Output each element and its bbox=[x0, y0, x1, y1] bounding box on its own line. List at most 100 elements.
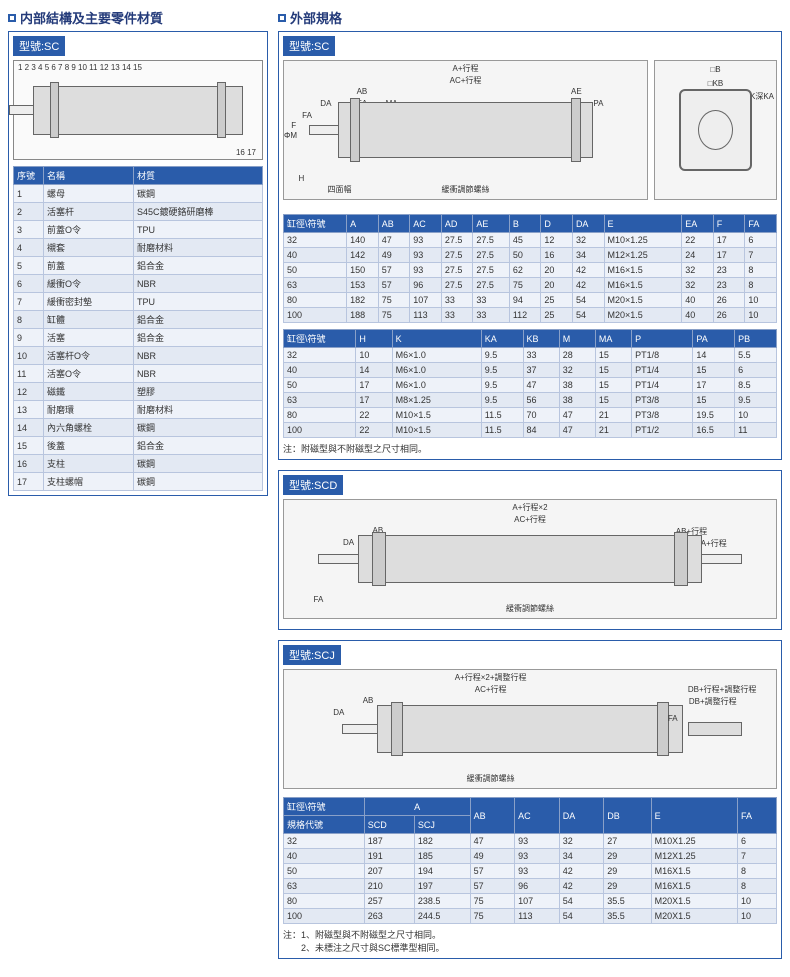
right-title-text: 外部規格 bbox=[290, 8, 342, 27]
parts-th-name: 名稱 bbox=[44, 167, 134, 185]
cell: 107 bbox=[410, 293, 442, 308]
cell: 塑膠 bbox=[134, 383, 263, 401]
cell: 10 bbox=[745, 308, 777, 323]
scd-scj-table: 缸徑\符號AABACDADBEFA規格代號SCDSCJ3218718247933… bbox=[283, 797, 777, 924]
cell: 14 bbox=[693, 348, 735, 363]
cell: 107 bbox=[515, 894, 560, 909]
cell: 11 bbox=[14, 365, 44, 383]
table-row: 40142499327.527.5501634M12×1.2524177 bbox=[284, 248, 777, 263]
cell: 185 bbox=[414, 849, 470, 864]
cell: 32 bbox=[284, 233, 347, 248]
cell: 24 bbox=[682, 248, 714, 263]
cell: 70 bbox=[523, 408, 559, 423]
table-row: 100263244.5751135435.5M20X1.510 bbox=[284, 909, 777, 924]
cell: 210 bbox=[364, 879, 414, 894]
cell: 42 bbox=[559, 879, 604, 894]
cell: 56 bbox=[523, 393, 559, 408]
cell: 15 bbox=[595, 348, 631, 363]
cell: 16 bbox=[14, 455, 44, 473]
table-row: 5020719457934229M16X1.58 bbox=[284, 864, 777, 879]
cell: 263 bbox=[364, 909, 414, 924]
cell: 33 bbox=[523, 348, 559, 363]
cell: 鋁合金 bbox=[134, 329, 263, 347]
table-row: 4019118549933429M12X1.257 bbox=[284, 849, 777, 864]
cell: 207 bbox=[364, 864, 414, 879]
cell: 29 bbox=[604, 864, 651, 879]
cell: 16 bbox=[541, 248, 573, 263]
cell: 耐磨環 bbox=[44, 401, 134, 419]
cell: 內六角螺栓 bbox=[44, 419, 134, 437]
col-header: DA bbox=[559, 798, 604, 834]
cell: 20 bbox=[541, 263, 573, 278]
cell: 75 bbox=[509, 278, 541, 293]
cell: 29 bbox=[604, 849, 651, 864]
cell: 後蓋 bbox=[44, 437, 134, 455]
cell: M16X1.5 bbox=[651, 864, 737, 879]
cell: 57 bbox=[378, 278, 410, 293]
col-header: SCD bbox=[364, 816, 414, 834]
table-row: 5前蓋鋁合金 bbox=[14, 257, 263, 275]
cell: 22 bbox=[356, 423, 392, 438]
cell: 94 bbox=[509, 293, 541, 308]
cell: M20X1.5 bbox=[651, 909, 737, 924]
cell: 9.5 bbox=[735, 393, 777, 408]
cell: 鋁合金 bbox=[134, 311, 263, 329]
cell: 42 bbox=[572, 278, 604, 293]
cell: 96 bbox=[410, 278, 442, 293]
cell: 75 bbox=[470, 909, 515, 924]
cell: 碳鋼 bbox=[134, 473, 263, 491]
note2a: 注：1、附磁型與不附磁型之尺寸相同。 bbox=[283, 928, 777, 941]
cell: 100 bbox=[284, 909, 365, 924]
cell: 17 bbox=[693, 378, 735, 393]
cell: 8 bbox=[14, 311, 44, 329]
cell: 17 bbox=[713, 233, 745, 248]
cell: 45 bbox=[509, 233, 541, 248]
cell: 29 bbox=[604, 879, 651, 894]
col-header: H bbox=[356, 330, 392, 348]
cell: 54 bbox=[559, 894, 604, 909]
cell: M12X1.25 bbox=[651, 849, 737, 864]
table-row: 5017M6×1.09.5473815PT1/4178.5 bbox=[284, 378, 777, 393]
table-row: 4014M6×1.09.5373215PT1/4156 bbox=[284, 363, 777, 378]
cell: NBR bbox=[134, 275, 263, 293]
col-header: P bbox=[632, 330, 693, 348]
table-row: 17支柱螺帽碳鋼 bbox=[14, 473, 263, 491]
cell: PT1/4 bbox=[632, 378, 693, 393]
table-row: 1001887511333331122554M20×1.5402610 bbox=[284, 308, 777, 323]
cell: 47 bbox=[559, 423, 595, 438]
cell: 緩衝密封墊 bbox=[44, 293, 134, 311]
cell: 50 bbox=[284, 864, 365, 879]
cell: 前蓋O令 bbox=[44, 221, 134, 239]
col-header: FA bbox=[737, 798, 776, 834]
sc-panel: 型號:SC A+行程 AC+行程 AB AE DA EA MA PA FA F … bbox=[278, 31, 782, 460]
col-header: DA bbox=[572, 215, 604, 233]
cell: 磁鐵 bbox=[44, 383, 134, 401]
cell: 支柱螺帽 bbox=[44, 473, 134, 491]
cell: 182 bbox=[347, 293, 379, 308]
scj-diagram: A+行程×2+調整行程 AC+行程 AB DA DB+行程+調整行程 DB+調整… bbox=[283, 669, 777, 789]
cell: 10 bbox=[735, 408, 777, 423]
cell: 15 bbox=[595, 363, 631, 378]
cell: 9 bbox=[14, 329, 44, 347]
col-header: PA bbox=[693, 330, 735, 348]
cell: 7 bbox=[14, 293, 44, 311]
cell: M10X1.25 bbox=[651, 834, 737, 849]
cell: 93 bbox=[515, 849, 560, 864]
col-header: M bbox=[559, 330, 595, 348]
cell: 11 bbox=[735, 423, 777, 438]
cell: PT3/8 bbox=[632, 408, 693, 423]
col-header: KA bbox=[481, 330, 523, 348]
cell: 11.5 bbox=[481, 423, 523, 438]
parts-th-idx: 序號 bbox=[14, 167, 44, 185]
cell: 碳鋼 bbox=[134, 455, 263, 473]
cell: M16X1.5 bbox=[651, 879, 737, 894]
cell: 3 bbox=[14, 221, 44, 239]
right-section-title: 外部規格 bbox=[278, 8, 782, 27]
cell: 9.5 bbox=[481, 363, 523, 378]
bullet-icon bbox=[8, 14, 16, 22]
table-row: 12磁鐵塑膠 bbox=[14, 383, 263, 401]
cell: PT1/2 bbox=[632, 423, 693, 438]
scd-panel: 型號:SCD A+行程×2 AC+行程 AB AB+行程 DA DA+行程 FA… bbox=[278, 470, 782, 630]
cell: 22 bbox=[682, 233, 714, 248]
cell: M16×1.5 bbox=[604, 263, 682, 278]
